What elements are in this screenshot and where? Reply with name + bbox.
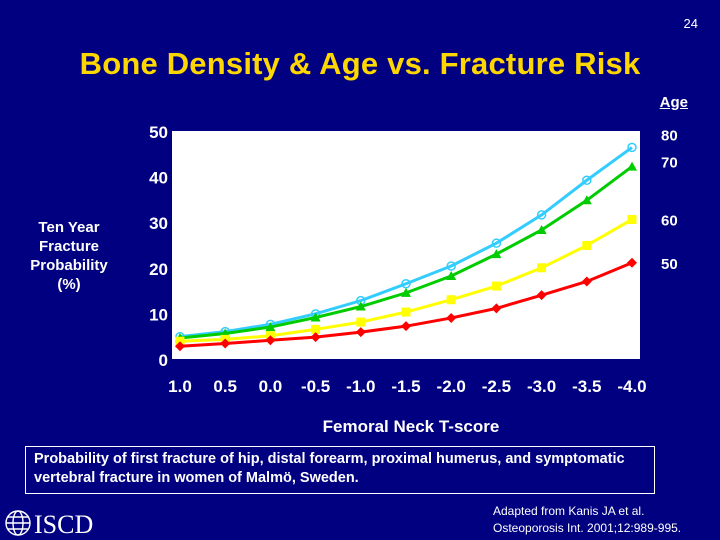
data-point xyxy=(311,324,321,334)
data-point xyxy=(627,214,637,224)
x-tick-label: -3.5 xyxy=(572,377,601,396)
x-tick-label: -4.0 xyxy=(617,377,646,396)
plot-area xyxy=(172,131,640,359)
series-end-label: 70 xyxy=(661,155,678,172)
x-axis-title: Femoral Neck T-score xyxy=(323,417,500,436)
data-point xyxy=(175,336,185,346)
data-point xyxy=(491,303,502,314)
y-tick-label: 40 xyxy=(149,169,168,188)
data-point xyxy=(175,341,185,352)
x-tick-label: -1.5 xyxy=(391,377,420,396)
y-axis-label-line: Fracture xyxy=(38,238,100,255)
data-point xyxy=(446,271,457,281)
series-end-label: 60 xyxy=(661,212,678,229)
globe-icon xyxy=(5,510,31,536)
data-point xyxy=(310,332,321,343)
data-point xyxy=(446,261,456,271)
data-point xyxy=(265,335,276,346)
y-axis-label-line: Ten Year xyxy=(38,219,100,236)
caption-box: Probability of first fracture of hip, di… xyxy=(25,446,655,494)
slide-number: 24 xyxy=(683,16,698,31)
data-point xyxy=(627,161,637,171)
data-point xyxy=(265,322,276,332)
data-point xyxy=(536,210,547,220)
data-point xyxy=(401,307,411,317)
data-point xyxy=(356,317,366,327)
x-tick-label: -2.5 xyxy=(482,377,511,396)
data-point xyxy=(491,281,501,291)
x-tick-label: 0.5 xyxy=(213,377,237,396)
x-tick-label: -0.5 xyxy=(301,377,330,396)
series-end-label: 80 xyxy=(661,127,678,144)
slide-title: Bone Density & Age vs. Fracture Risk xyxy=(79,46,641,81)
y-tick-label: 0 xyxy=(159,351,168,370)
line-chart: 0 10 20 30 40 50 1.0 0.5 0.0 -0.5 -1.0 -1.5 -2.0 -2.… xyxy=(149,123,678,436)
source-line: Adapted from Kanis JA et al. xyxy=(493,504,645,518)
data-point xyxy=(491,238,502,248)
source-citation: Adapted from Kanis JA et al. Osteoporosi… xyxy=(493,503,681,537)
series-end-label: 50 xyxy=(661,256,678,273)
data-point xyxy=(581,195,592,205)
x-tick-label: 1.0 xyxy=(168,377,192,396)
y-tick-label: 10 xyxy=(149,305,168,324)
series-line xyxy=(179,146,633,339)
data-point xyxy=(537,263,547,273)
series-50 xyxy=(175,257,637,352)
data-point xyxy=(582,240,592,250)
data-point xyxy=(446,295,456,305)
data-point xyxy=(355,301,366,311)
x-tick-label: -2.0 xyxy=(437,377,466,396)
x-tick-label: -1.0 xyxy=(346,377,375,396)
data-point xyxy=(446,312,457,323)
data-point xyxy=(355,327,366,338)
data-point xyxy=(627,142,637,153)
data-point xyxy=(401,279,411,289)
y-tick-label: 50 xyxy=(149,123,168,142)
data-point xyxy=(220,338,231,349)
legend-title: Age xyxy=(659,94,688,111)
source-line: Osteoporosis Int. 2001;12:989-995. xyxy=(493,521,682,535)
x-tick-label: -3.0 xyxy=(527,377,556,396)
data-point xyxy=(581,276,592,287)
data-point xyxy=(536,224,547,234)
y-axis-label-line: Probability xyxy=(30,257,108,274)
y-axis-label: Ten Year Fracture Probability (%) xyxy=(8,218,130,294)
data-point xyxy=(401,321,411,332)
data-point xyxy=(582,175,592,185)
data-point xyxy=(401,287,411,297)
logo-text: ISCD xyxy=(34,510,93,538)
y-tick-label: 20 xyxy=(149,260,168,279)
data-point xyxy=(491,249,502,259)
data-point xyxy=(536,290,547,301)
data-point xyxy=(310,312,321,322)
iscd-logo: ISCD xyxy=(5,510,93,538)
y-tick-label: 30 xyxy=(149,214,168,233)
y-axis-label-line: (%) xyxy=(57,276,81,293)
x-tick-label: 0.0 xyxy=(259,377,283,396)
data-point xyxy=(627,257,637,268)
